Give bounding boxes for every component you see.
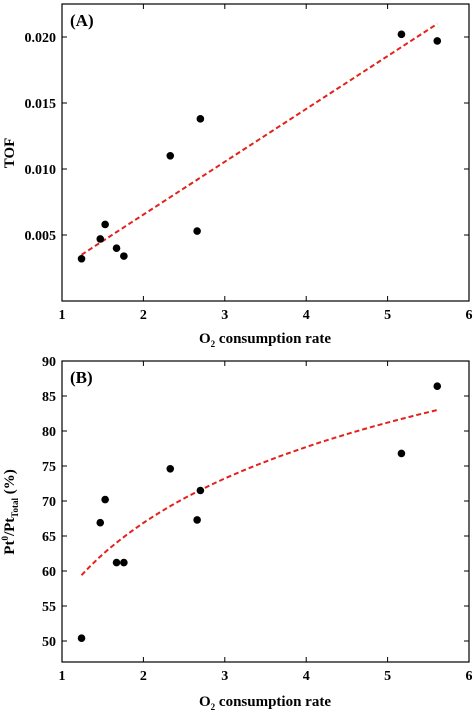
- x-tick-label: 1: [59, 308, 66, 323]
- x-tick-label: 5: [384, 308, 391, 323]
- y-tick-label: 90: [42, 355, 56, 370]
- data-point: [120, 558, 128, 567]
- data-points-a: [77, 30, 442, 263]
- data-point: [112, 244, 121, 252]
- plot-frame-a: [61, 3, 470, 302]
- y-axis-title-a: TOF: [2, 138, 18, 169]
- fit-line-a: [80, 22, 438, 256]
- data-point: [101, 220, 109, 229]
- data-point: [433, 382, 442, 391]
- data-point: [96, 518, 105, 527]
- y-tick-label: 80: [42, 425, 56, 440]
- y-tick-label: 75: [42, 460, 56, 475]
- x-tick-label: 2: [140, 308, 147, 323]
- data-point: [397, 449, 406, 458]
- data-point: [196, 486, 205, 495]
- panel-label-a: (A): [70, 11, 94, 30]
- x-tick-label: 6: [466, 669, 473, 684]
- y-tick-label: 85: [42, 390, 56, 405]
- y-axis-ticks-b: 50 55 60 65 70 75 80 85 90: [42, 355, 469, 650]
- data-point: [101, 495, 109, 504]
- data-point: [433, 37, 442, 45]
- y-axis-title-b: Pt0/PtTotal (%): [0, 469, 20, 554]
- y-tick-label: 0.020: [25, 31, 57, 46]
- panel-b: (B) 1 2 3 4 5 6 50 55 60 65 70 75 80 85 90 O2 consump…: [0, 355, 473, 712]
- x-axis-ticks-a: 1 2 3 4 5 6: [59, 4, 473, 323]
- data-point: [166, 465, 175, 473]
- y-axis-ticks-a: 0.005 0.010 0.015 0.020: [25, 31, 469, 244]
- y-tick-label: 0.010: [25, 163, 57, 178]
- data-point: [120, 252, 128, 260]
- panel-a: (A) 1 2 3 4 5 6 0.005 0.010 0.015 0.020 O2 consu…: [2, 3, 473, 349]
- x-tick-label: 2: [140, 669, 147, 684]
- x-tick-label: 5: [384, 669, 391, 684]
- x-tick-label: 4: [303, 669, 310, 684]
- y-tick-label: 55: [42, 600, 56, 615]
- x-tick-label: 4: [303, 308, 310, 323]
- fit-curve: [80, 22, 438, 256]
- fit-line-b: [80, 409, 438, 576]
- data-point: [96, 235, 105, 243]
- data-points-b: [77, 382, 442, 642]
- y-tick-label: 0.015: [25, 97, 57, 112]
- plot-frame-b: [61, 360, 470, 663]
- panel-label-b: (B): [70, 368, 93, 387]
- y-tick-label: 60: [42, 565, 56, 580]
- x-axis-title-a: O2 consumption rate: [199, 331, 331, 349]
- data-point: [112, 558, 121, 567]
- y-tick-label: 70: [42, 495, 56, 510]
- data-point: [193, 227, 201, 235]
- x-axis-ticks-b: 1 2 3 4 5 6: [59, 361, 473, 684]
- data-point: [77, 634, 86, 642]
- x-axis-title-b: O2 consumption rate: [199, 694, 331, 712]
- data-point: [166, 152, 175, 160]
- y-tick-label: 50: [42, 635, 56, 650]
- x-tick-label: 1: [59, 669, 66, 684]
- data-point: [193, 516, 201, 524]
- x-tick-label: 3: [221, 669, 228, 684]
- data-point: [196, 115, 205, 123]
- y-tick-label: 0.005: [25, 229, 57, 244]
- data-point: [397, 30, 406, 39]
- y-tick-label: 65: [42, 530, 56, 545]
- x-tick-label: 3: [221, 308, 228, 323]
- fit-curve: [80, 409, 438, 576]
- x-tick-label: 6: [466, 308, 473, 323]
- data-point: [77, 254, 86, 263]
